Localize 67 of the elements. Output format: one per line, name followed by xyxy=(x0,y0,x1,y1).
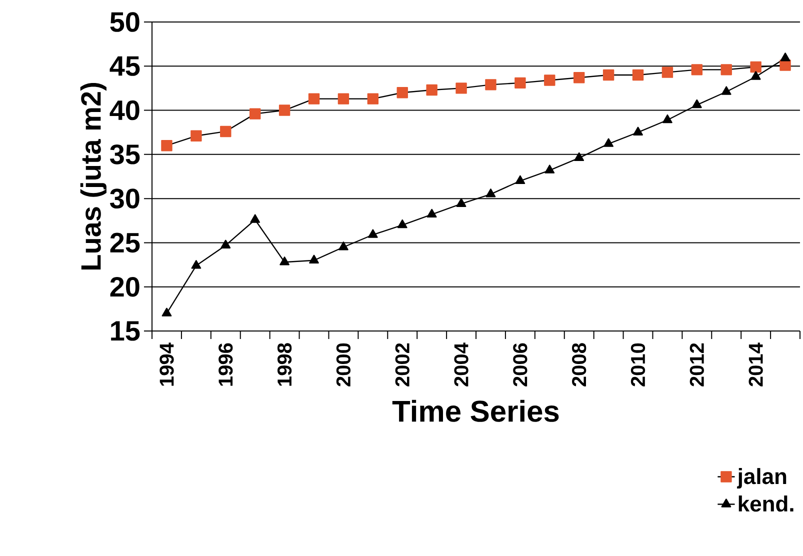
point xyxy=(250,214,260,223)
y-tick-label: 50 xyxy=(110,12,140,32)
y-tick-label: 45 xyxy=(110,56,140,76)
x-axis-title: Time Series xyxy=(392,400,559,422)
point xyxy=(426,84,438,96)
point xyxy=(280,256,290,266)
point xyxy=(750,71,761,80)
point xyxy=(308,93,320,104)
point xyxy=(633,126,643,136)
point xyxy=(161,140,172,152)
x-tick-label: 2006 xyxy=(513,343,528,386)
y-tick-label: 25 xyxy=(110,232,140,253)
y-axis-title: Luas (juta m2) xyxy=(80,83,106,270)
point xyxy=(750,61,762,73)
legend-label: jalan xyxy=(736,468,786,489)
point xyxy=(574,152,584,162)
point xyxy=(485,79,496,90)
point xyxy=(191,260,202,269)
point xyxy=(602,69,614,81)
x-tick-label: 1998 xyxy=(277,343,292,386)
x-tick-label: 2004 xyxy=(454,342,468,386)
x-tick-label: 2002 xyxy=(395,343,410,386)
point xyxy=(721,86,732,95)
point xyxy=(338,93,350,104)
point xyxy=(368,229,378,238)
point xyxy=(515,175,526,184)
point xyxy=(720,64,732,76)
y-tick-label: 30 xyxy=(110,188,140,208)
x-tick-label: 2012 xyxy=(690,343,704,386)
point xyxy=(250,108,261,120)
x-tick-label: 2010 xyxy=(630,343,646,386)
point xyxy=(220,240,231,248)
y-tick-label: 20 xyxy=(110,276,140,297)
point xyxy=(220,126,232,138)
point xyxy=(780,52,790,62)
point xyxy=(662,114,672,124)
point xyxy=(514,77,526,89)
point xyxy=(396,87,408,98)
point xyxy=(338,242,348,250)
point xyxy=(780,60,791,71)
point xyxy=(544,74,556,86)
point xyxy=(309,254,319,264)
point xyxy=(162,308,172,316)
point xyxy=(662,66,674,78)
y-tick-label: 35 xyxy=(110,144,140,164)
point xyxy=(692,99,702,108)
point xyxy=(456,82,467,94)
legend-label: kend. xyxy=(738,495,794,512)
point xyxy=(573,72,585,84)
x-tick-label: 2014 xyxy=(748,342,763,386)
x-tick-label: 1994 xyxy=(160,342,174,386)
y-tick-label: 15 xyxy=(111,321,140,341)
point xyxy=(190,130,202,142)
point xyxy=(397,219,408,228)
point xyxy=(544,164,555,174)
x-tick-label: 2008 xyxy=(572,343,586,386)
x-tick-label: 2000 xyxy=(336,343,351,386)
point xyxy=(456,198,466,207)
point xyxy=(691,64,703,76)
point xyxy=(426,208,437,218)
point xyxy=(632,69,644,81)
y-tick-label: 40 xyxy=(110,100,140,120)
x-tick-label: 1996 xyxy=(218,343,233,386)
point xyxy=(486,188,496,198)
point xyxy=(367,93,379,104)
point xyxy=(278,104,290,116)
point xyxy=(604,138,614,147)
